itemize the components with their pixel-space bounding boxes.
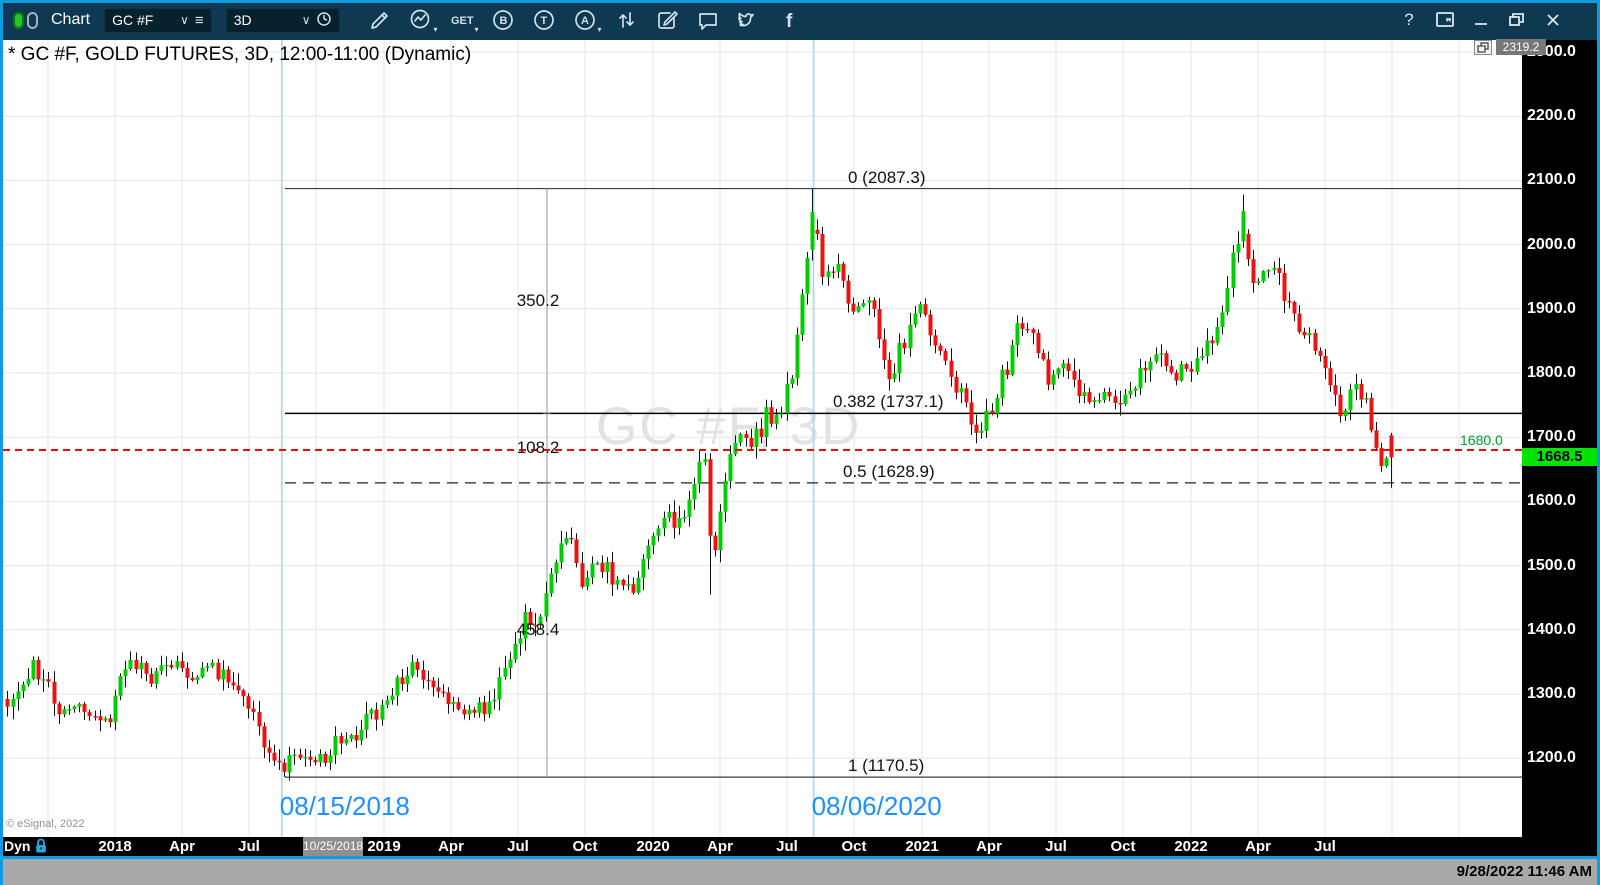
restore-button[interactable] <box>1506 9 1528 31</box>
scale-top-value-badge: 2319.2 <box>1496 39 1546 55</box>
price-tick-label: 1600.0 <box>1527 492 1576 510</box>
chart-restore-icon[interactable] <box>1474 40 1492 55</box>
chart-title: * GC #F, GOLD FUTURES, 3D, 12:00-11:00 (… <box>8 44 472 65</box>
time-tick-label: Apr <box>1245 838 1271 855</box>
price-tick-label: 1500.0 <box>1527 556 1576 574</box>
price-tick-label: 1200.0 <box>1527 749 1576 767</box>
interval-dropdown[interactable]: 3D ∨ <box>225 7 341 33</box>
chart-plot-background <box>3 40 1522 837</box>
toolbar: Chart GC #F ∨ ≡ 3D ∨ ▾ GET <box>0 0 1600 40</box>
price-tick-label: 2100.0 <box>1527 171 1576 189</box>
symbol-menu-icon[interactable]: ≡ <box>194 11 204 29</box>
time-tick-label: Oct <box>841 838 867 855</box>
minimize-button[interactable] <box>1470 9 1492 31</box>
price-tick-label: 1900.0 <box>1527 299 1576 317</box>
time-tick-label: Oct <box>572 838 598 855</box>
interval-value: 3D <box>233 12 252 28</box>
time-tick-label: Jul <box>1314 838 1336 855</box>
svg-text:GET: GET <box>451 15 474 27</box>
symbol-value: GC #F <box>112 12 154 28</box>
bar-type-icon[interactable]: B <box>489 6 517 34</box>
drawing-tools: ▾ GET ▾ B T A ▾ <box>366 6 804 34</box>
time-tick-label: Apr <box>169 838 195 855</box>
status-timestamp: 9/28/2022 11:46 AM <box>1456 863 1592 880</box>
symbol-link-inactive-icon[interactable] <box>27 11 38 29</box>
layout-panel-button[interactable] <box>1434 9 1456 31</box>
last-price-badge: 1668.5 <box>1522 448 1597 467</box>
price-axis[interactable]: 1668.5 2300.0 2200.0 2100.0 2000.0 1900.0 180… <box>1522 40 1597 856</box>
time-tick-label: 2018 <box>98 838 132 855</box>
time-axis[interactable]: Dyn 10/25/2018 2018 Apr Jul 2019 Apr Jul Oct 20… <box>0 837 1597 856</box>
time-tick-label: Apr <box>707 838 733 855</box>
status-bar: 9/28/2022 11:46 AM <box>0 859 1600 885</box>
text-tool-icon[interactable]: T <box>530 6 558 34</box>
price-tick-label: 2000.0 <box>1527 235 1576 253</box>
dyn-text: Dyn <box>4 838 31 854</box>
close-button[interactable] <box>1542 9 1564 31</box>
candles <box>5 188 1394 781</box>
time-tick-label: 2022 <box>1174 838 1208 855</box>
chart-watermark: GC #F, 3D <box>596 397 862 456</box>
svg-text:B: B <box>500 15 508 27</box>
status-divider <box>0 856 1600 859</box>
svg-text:f: f <box>786 11 793 32</box>
time-tick-label: Apr <box>976 838 1002 855</box>
time-tick-label: 2021 <box>905 838 939 855</box>
annotation-tool-icon[interactable]: A ▾ <box>571 6 601 34</box>
dynamic-mode-label[interactable]: Dyn <box>4 838 48 854</box>
axis-date-badge: 10/25/2018 <box>303 837 363 856</box>
chart-plot[interactable] <box>0 40 1522 837</box>
price-tick-label: 1800.0 <box>1527 364 1576 381</box>
get-studies-icon[interactable]: GET ▾ <box>451 15 479 34</box>
copyright-note: © eSignal, 2022 <box>6 818 85 830</box>
price-tick-label: 1400.0 <box>1527 620 1576 638</box>
interval-settings-icon[interactable] <box>316 11 332 30</box>
time-tick-label: 2020 <box>636 838 670 855</box>
window-controls: ? <box>1398 9 1564 31</box>
price-tick-label: 2200.0 <box>1527 107 1576 125</box>
lock-icon <box>36 838 47 853</box>
pencil-draw-icon[interactable] <box>366 6 394 34</box>
time-tick-label: Jul <box>1045 838 1067 855</box>
symbol-link-active-icon[interactable] <box>13 11 24 29</box>
price-tick-label: 1300.0 <box>1527 685 1576 702</box>
help-button[interactable]: ? <box>1404 10 1414 29</box>
symbol-dropdown[interactable]: GC #F ∨ ≡ <box>104 7 212 33</box>
svg-text:A: A <box>581 15 589 27</box>
chevron-down-icon[interactable]: ∨ <box>180 13 189 27</box>
time-tick-label: Apr <box>438 838 464 855</box>
line-study-icon[interactable]: ▾ <box>407 6 437 34</box>
time-tick-label: Oct <box>1110 838 1136 855</box>
sort-arrows-icon[interactable] <box>612 6 640 34</box>
price-tick-label: 1700.0 <box>1527 428 1576 446</box>
time-tick-label: 2019 <box>367 838 401 855</box>
chevron-down-icon[interactable]: ∨ <box>301 13 311 27</box>
notes-icon[interactable] <box>653 6 681 34</box>
time-tick-label: Jul <box>507 838 529 855</box>
twitter-icon[interactable] <box>735 6 763 34</box>
chat-icon[interactable] <box>694 6 722 34</box>
app-title: Chart <box>51 11 91 28</box>
facebook-icon[interactable]: f <box>776 6 804 34</box>
svg-text:T: T <box>541 15 548 27</box>
time-tick-label: Jul <box>238 838 260 855</box>
time-tick-label: Jul <box>776 838 798 855</box>
